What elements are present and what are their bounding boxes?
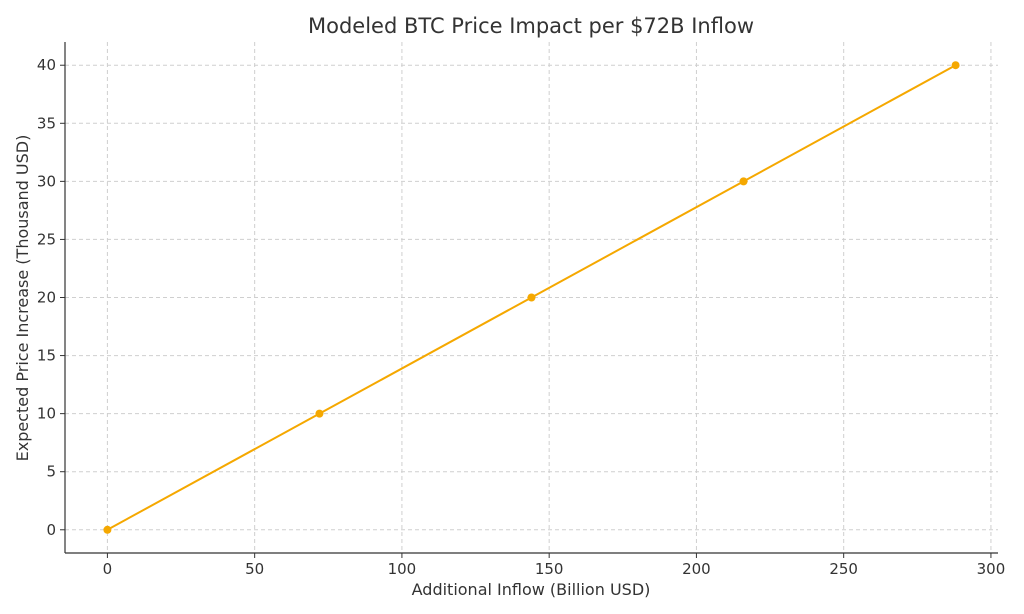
y-tick-label: 5 (46, 463, 56, 481)
y-tick-label: 30 (37, 172, 56, 190)
y-tick-label: 40 (37, 56, 56, 74)
x-axis-label: Additional Inflow (Billion USD) (412, 580, 651, 599)
y-tick-label: 10 (37, 405, 56, 423)
y-tick-label: 15 (37, 347, 56, 365)
x-tick-label: 300 (977, 560, 1006, 578)
y-axis-ticks: 0 5 10 15 20 25 30 35 40 (37, 56, 65, 539)
data-point (951, 61, 960, 70)
x-tick-label: 150 (535, 560, 564, 578)
x-tick-label: 200 (682, 560, 711, 578)
chart-title: Modeled BTC Price Impact per $72B Inflow (308, 14, 754, 38)
x-tick-label: 0 (103, 560, 113, 578)
y-tick-label: 0 (46, 521, 56, 539)
y-tick-label: 35 (37, 114, 56, 132)
x-tick-label: 250 (829, 560, 858, 578)
y-axis-label: Expected Price Increase (Thousand USD) (13, 135, 32, 462)
data-point (103, 525, 112, 534)
data-point (527, 293, 536, 302)
y-tick-label: 20 (37, 289, 56, 307)
x-tick-label: 50 (245, 560, 264, 578)
x-axis-ticks: 0 50 100 150 200 250 300 (103, 553, 1006, 578)
grid (65, 42, 998, 553)
data-point (739, 177, 748, 186)
series (103, 61, 960, 534)
y-tick-label: 25 (37, 230, 56, 248)
data-point (315, 409, 324, 418)
x-tick-label: 100 (388, 560, 417, 578)
